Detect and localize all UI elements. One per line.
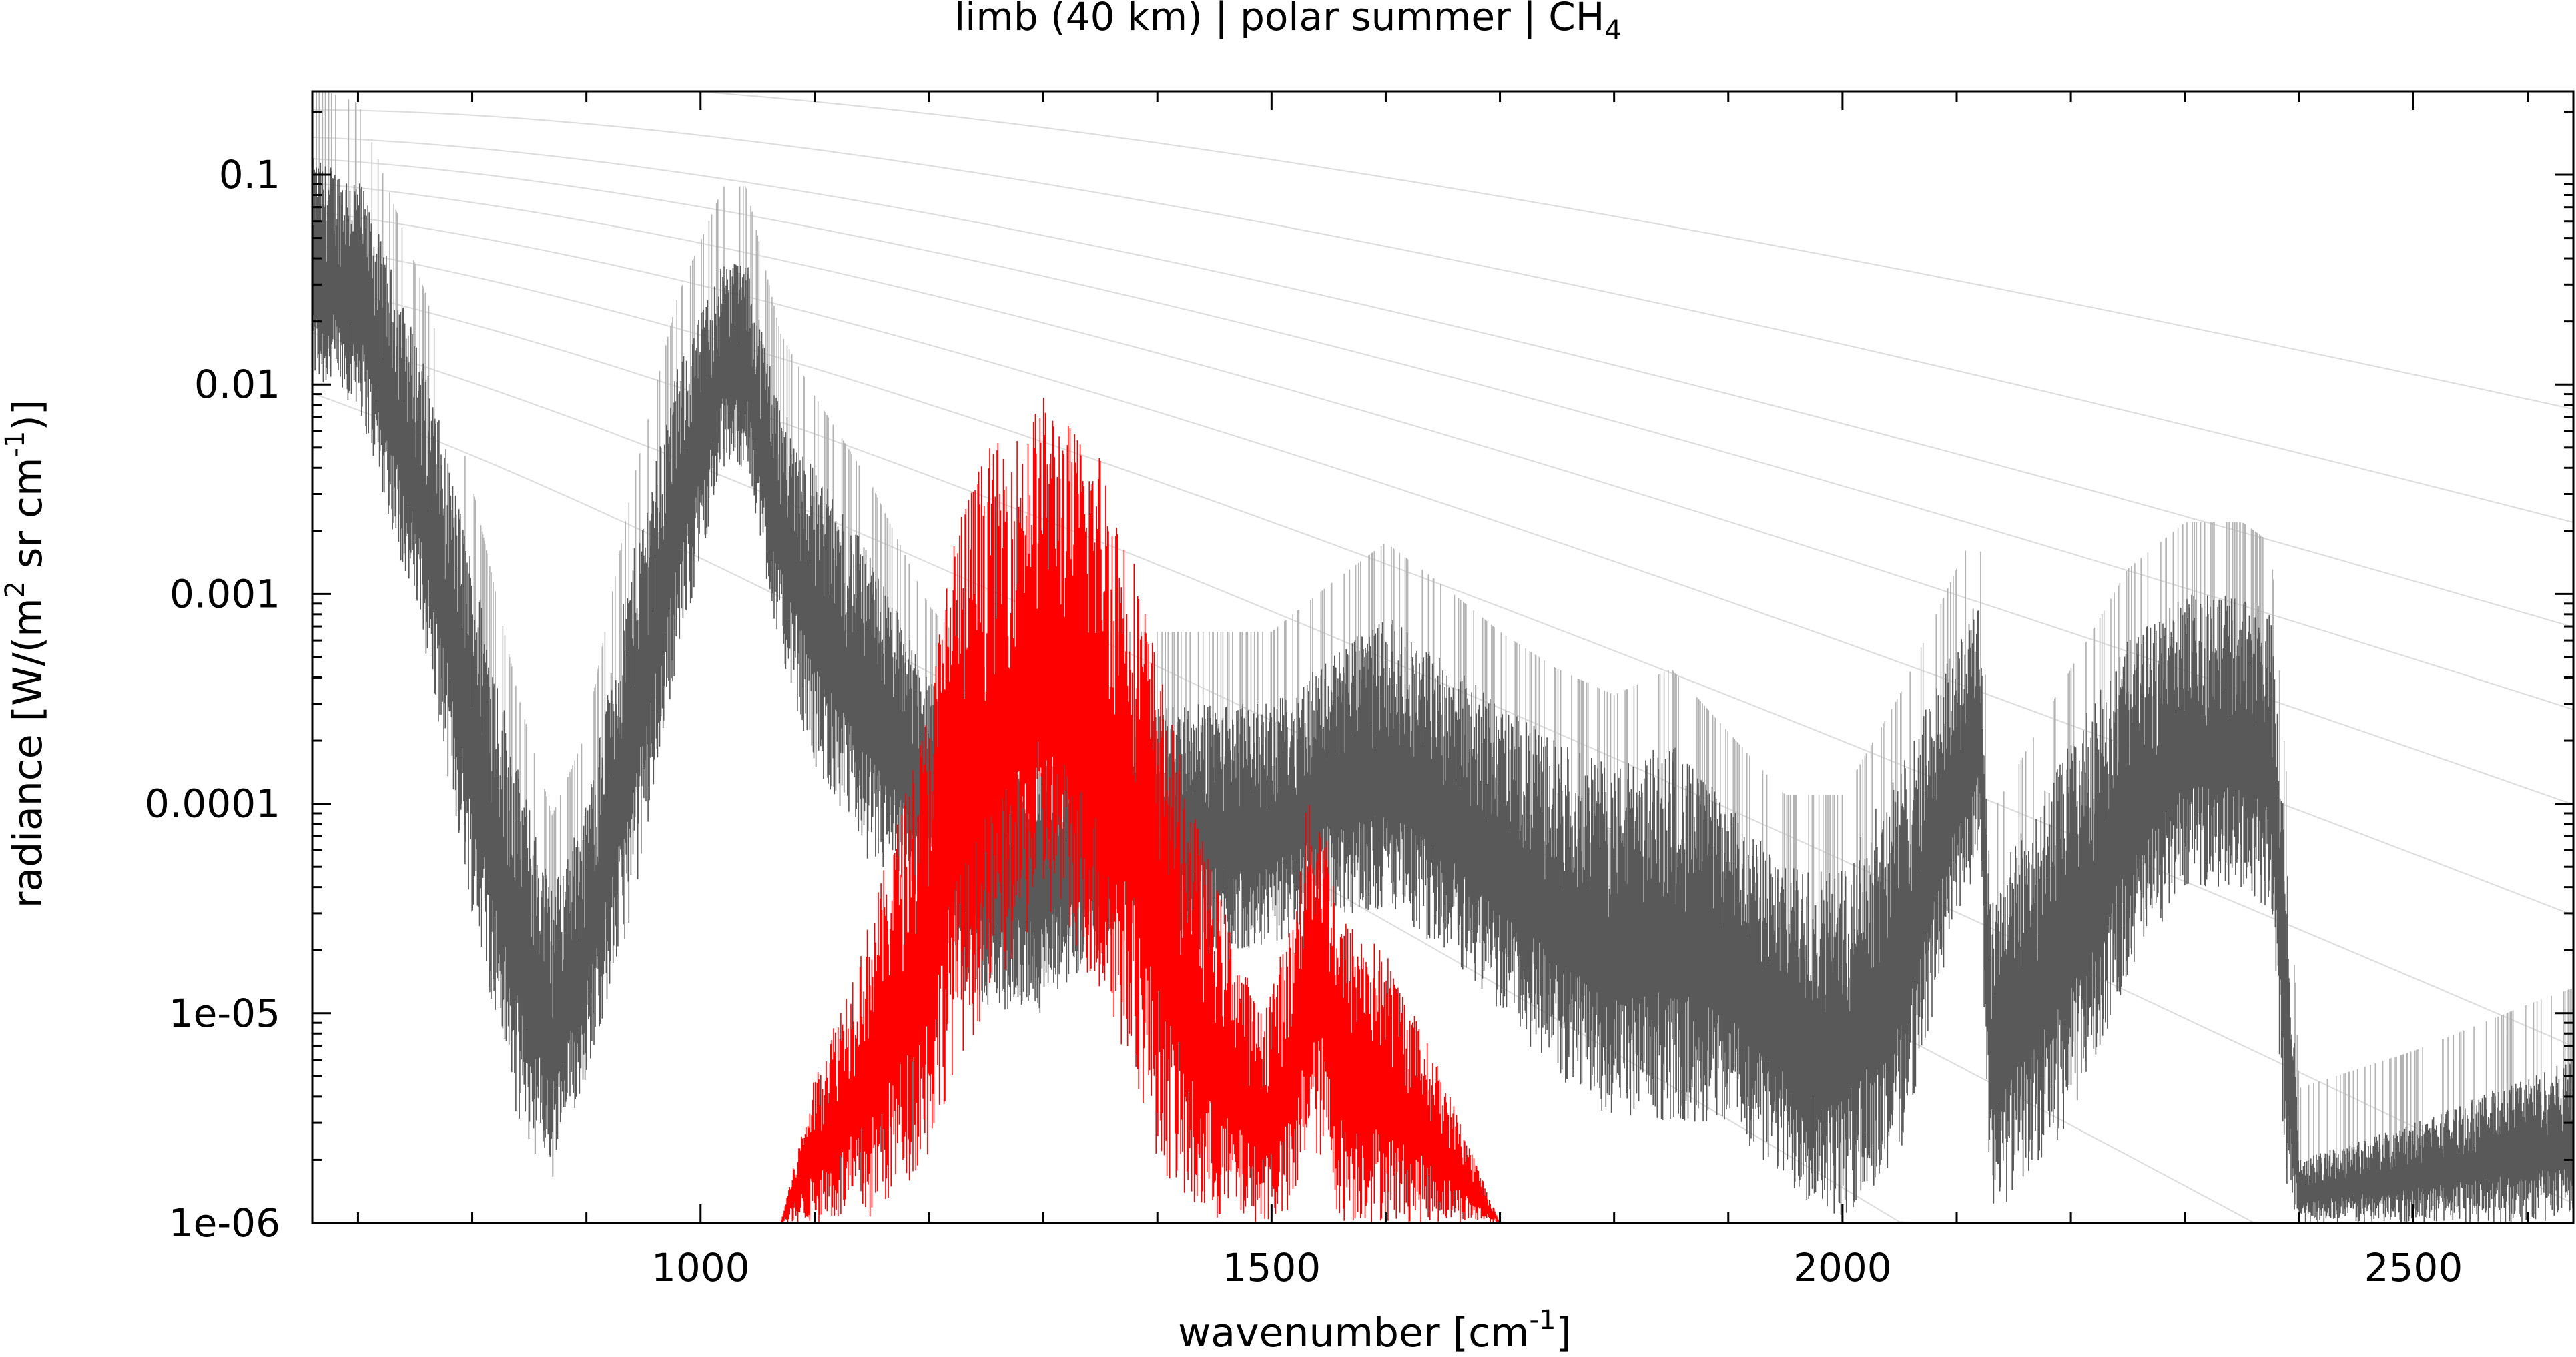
x-axis-label: wavenumber [cm-1]: [1178, 1305, 1572, 1356]
x-tick-label: 2000: [1793, 1245, 1892, 1290]
y-tick-label: 1e-05: [169, 991, 280, 1036]
y-axis-label: radiance [W/(m2 sr cm-1)]: [0, 400, 51, 908]
x-tick-label: 2500: [2364, 1245, 2463, 1290]
x-axis: 1000 1500 2000 2500: [356, 91, 2529, 1290]
ch4-radiance-series: [781, 398, 1500, 1223]
reference-curve-7: [312, 136, 2574, 628]
reference-curve-9: [312, 91, 2574, 410]
reference-curve-3: [312, 244, 2574, 1047]
reference-curve-8: [312, 109, 2574, 523]
y-tick-label: 0.001: [170, 571, 280, 616]
x-tick-label: 1000: [651, 1245, 750, 1290]
y-tick-label: 0.1: [219, 152, 280, 197]
y-axis: 0.1 0.01 0.001 0.0001 1e-05 1e-06: [145, 110, 2573, 1246]
total-radiance-series: [312, 91, 2574, 1223]
ch4-radiance-lines: [781, 398, 1500, 1223]
y-tick-label: 0.0001: [145, 781, 280, 827]
y-tick-label: 1e-06: [169, 1200, 280, 1246]
chart-title: limb (40 km) | polar summer | CH4: [954, 0, 1622, 46]
x-tick-label: 1500: [1223, 1245, 1321, 1290]
y-tick-label: 0.01: [194, 362, 280, 407]
total-radiance-lines: [312, 158, 2574, 1223]
